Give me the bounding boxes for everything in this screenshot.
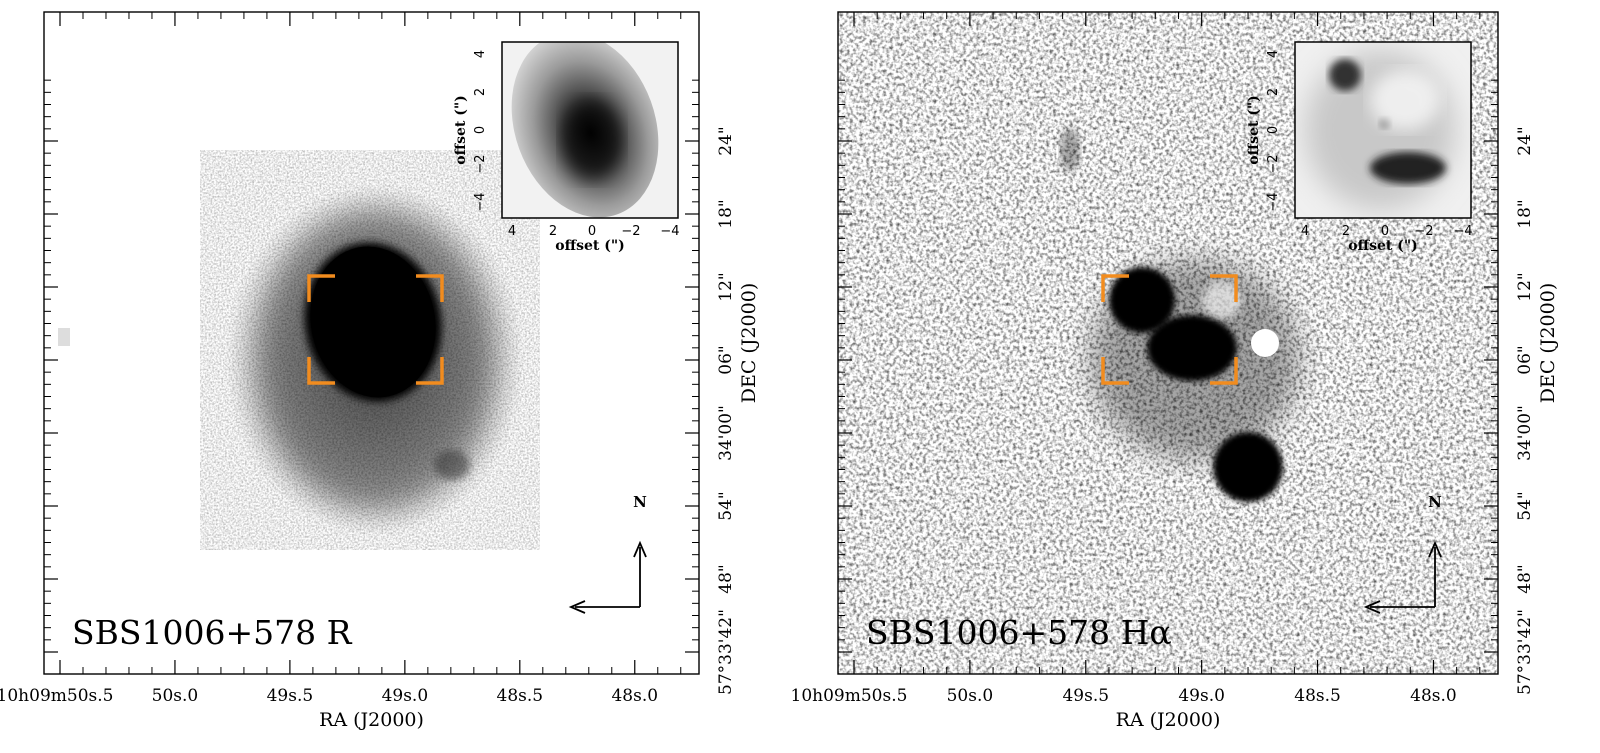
inset-x-axis-label: offset ("): [555, 238, 625, 254]
inset-y-tick-label: −4: [1266, 192, 1281, 211]
inset-region-bracket: [1101, 357, 1129, 385]
halpha-inset: [1294, 41, 1472, 219]
ra-tick-label: 10h09m50s.5: [791, 686, 908, 706]
inset-y-tick-label: 2: [1266, 88, 1281, 96]
inset-y-axis-label: offset ("): [453, 95, 469, 165]
dec-tick-label: 48": [1515, 564, 1535, 593]
inset-y-tick-label: 0: [1266, 126, 1281, 134]
inset-y-axis-label: offset ("): [1246, 95, 1262, 165]
inset-x-tick-label: −2: [1414, 224, 1433, 239]
inset-x-tick-label: −4: [660, 224, 679, 239]
inset-y-tick-label: 4: [1266, 50, 1281, 58]
north-arrowhead: [1428, 540, 1442, 558]
ra-tick-label: 48s.5: [1294, 686, 1341, 706]
panel-frame: [837, 11, 1499, 675]
r-band-inset: [501, 41, 679, 219]
inset-x-tick-label: −2: [621, 224, 640, 239]
dec-tick-label: 54": [1515, 491, 1535, 520]
inset-region-bracket: [1101, 274, 1129, 302]
dec-tick-label: 34'00": [716, 405, 736, 461]
dec-tick-label: 24": [716, 126, 736, 155]
dec-tick-label: 34'00": [1515, 405, 1535, 461]
dec-tick-label: 12": [716, 272, 736, 301]
ra-tick-label: 50s.0: [947, 686, 994, 706]
east-arrowhead: [568, 600, 586, 614]
inset-region-bracket: [307, 274, 335, 302]
dec-tick-label: 18": [1515, 199, 1535, 228]
ra-tick-label: 48s.0: [611, 686, 658, 706]
inset-y-tick-label: −2: [473, 154, 488, 173]
compass-north-label: N: [1428, 493, 1442, 511]
dec-axis-label: DEC (J2000): [738, 283, 760, 403]
dec-tick-label: 48": [716, 564, 736, 593]
ra-tick-label: 48s.5: [497, 686, 544, 706]
panel-label: SBS1006+578 R: [72, 613, 353, 652]
inset-x-tick-label: 0: [588, 224, 596, 239]
north-arrowhead: [633, 540, 647, 558]
dec-tick-label: 57°33'42": [1515, 609, 1535, 695]
compass-north-label: N: [633, 493, 647, 511]
dec-tick-label: 12": [1515, 272, 1535, 301]
inset-x-tick-label: 4: [1301, 224, 1309, 239]
inset-y-tick-label: −2: [1266, 154, 1281, 173]
dec-tick-label: 06": [1515, 345, 1535, 374]
east-arrowhead: [1363, 600, 1381, 614]
ra-tick-label: 50s.0: [152, 686, 199, 706]
ra-tick-label: 49s.0: [1178, 686, 1225, 706]
panel-label: SBS1006+578 Hα: [866, 613, 1172, 652]
dec-tick-label: 54": [716, 491, 736, 520]
ra-axis-label: RA (J2000): [1116, 709, 1221, 731]
ra-tick-label: 49s.5: [1062, 686, 1109, 706]
inset-x-tick-label: −4: [1453, 224, 1472, 239]
ra-tick-label: 49s.0: [382, 686, 429, 706]
inset-region-bracket: [416, 274, 444, 302]
dec-tick-label: 06": [716, 345, 736, 374]
inset-region-bracket: [416, 357, 444, 385]
dec-tick-label: 18": [716, 199, 736, 228]
dec-tick-label: 24": [1515, 126, 1535, 155]
ra-axis-label: RA (J2000): [319, 709, 424, 731]
inset-y-tick-label: −4: [473, 192, 488, 211]
inset-y-tick-label: 0: [473, 126, 488, 134]
inset-x-axis-label: offset ("): [1348, 238, 1418, 254]
inset-x-tick-label: 2: [1342, 224, 1350, 239]
panel-frame: [43, 11, 700, 675]
dec-axis-label: DEC (J2000): [1537, 283, 1559, 403]
inset-y-tick-label: 4: [473, 50, 488, 58]
inset-y-tick-label: 2: [473, 88, 488, 96]
inset-region-bracket: [307, 357, 335, 385]
inset-x-tick-label: 4: [508, 224, 516, 239]
inset-region-bracket: [1210, 274, 1238, 302]
ra-tick-label: 48s.0: [1410, 686, 1457, 706]
inset-x-tick-label: 0: [1381, 224, 1389, 239]
inset-x-tick-label: 2: [549, 224, 557, 239]
ra-tick-label: 49s.5: [267, 686, 314, 706]
inset-region-bracket: [1210, 357, 1238, 385]
dec-tick-label: 57°33'42": [716, 609, 736, 695]
ra-tick-label: 10h09m50s.5: [0, 686, 113, 706]
